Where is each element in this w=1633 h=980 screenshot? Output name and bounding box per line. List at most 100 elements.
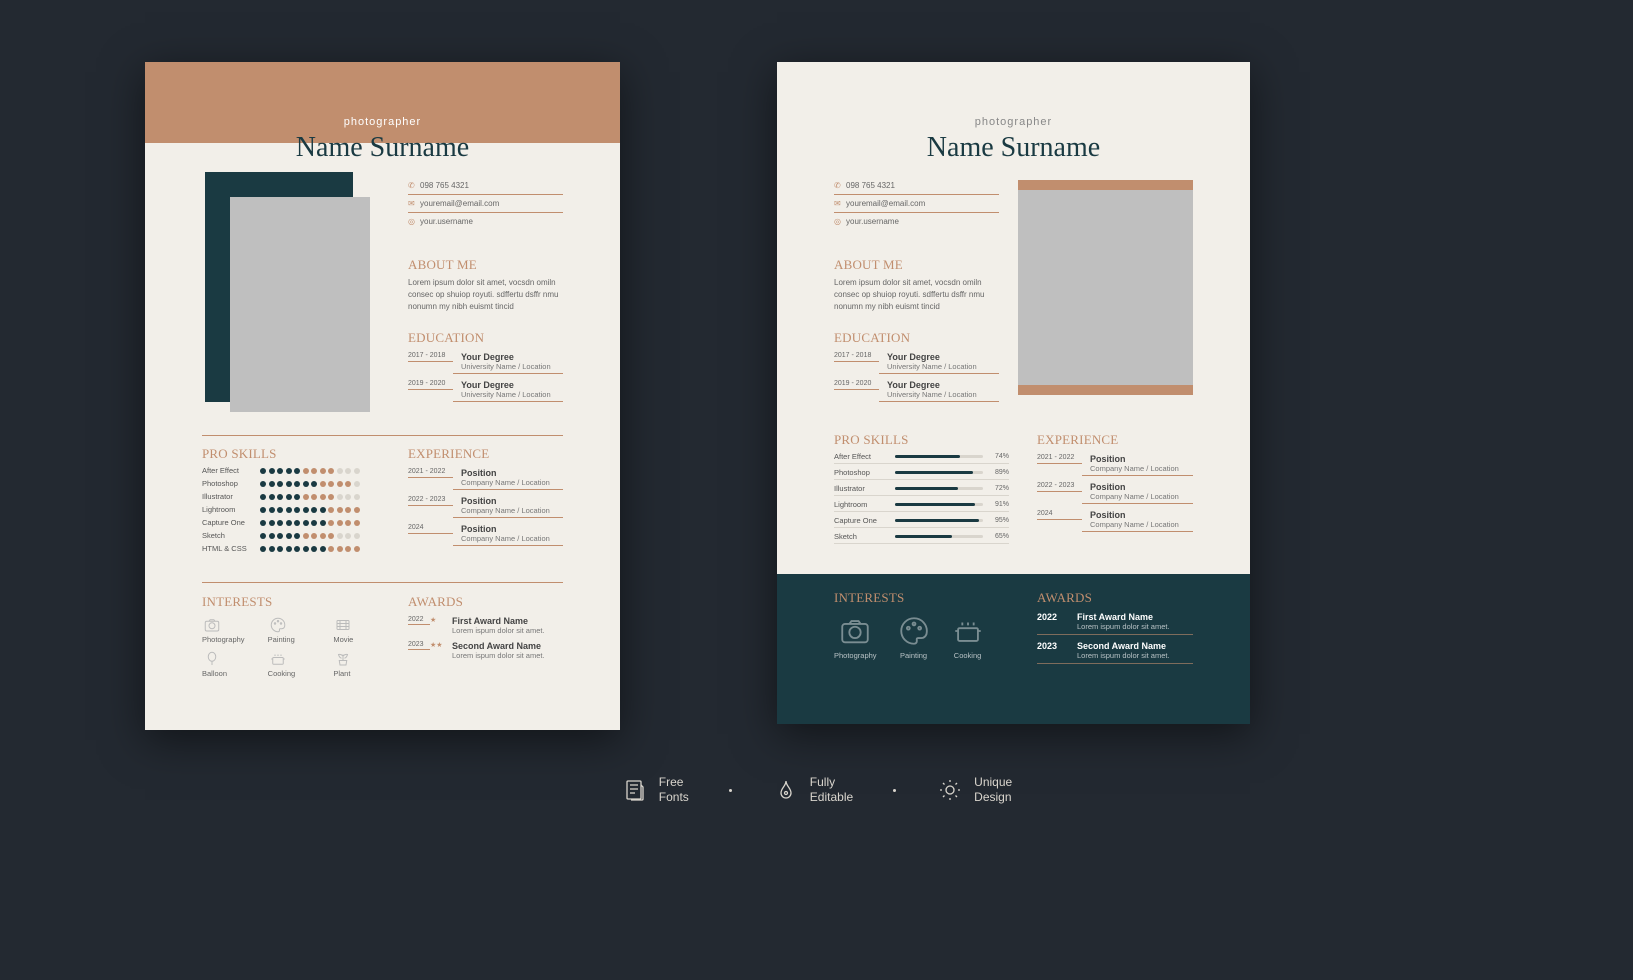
skill-dot (328, 546, 334, 552)
exp-title: Position (1090, 454, 1193, 464)
canvas: photographer Name Surname ✆ 098 765 4321… (0, 0, 1633, 980)
skill-dot (311, 546, 317, 552)
skill-row: After Effect (202, 466, 377, 475)
feature-line2: Design (974, 790, 1011, 804)
photo-placeholder (230, 197, 370, 412)
about-section-2: ABOUT ME Lorem ipsum dolor sit amet, voc… (834, 257, 999, 313)
skills-dots-section: PRO SKILLS After EffectPhotoshopIllustra… (202, 446, 377, 553)
skill-row: Lightroom (202, 505, 377, 514)
divider-2 (202, 582, 563, 583)
phone-row: ✆ 098 765 4321 (408, 177, 563, 195)
skill-dot (286, 494, 292, 500)
skill-dot (311, 468, 317, 474)
skill-dot (337, 533, 343, 539)
email-text: youremail@email.com (420, 199, 499, 208)
skill-dot (277, 481, 283, 487)
about-heading-2: ABOUT ME (834, 257, 999, 273)
edu-year: 2019 - 2020 (834, 380, 879, 390)
name-heading: Name Surname (145, 132, 620, 164)
skill-row: HTML & CSS (202, 544, 377, 553)
skill-dot (320, 507, 326, 513)
skill-dot (320, 546, 326, 552)
education-heading-2: EDUCATION (834, 330, 999, 346)
interest-label: Painting (897, 651, 931, 660)
bar-fill (895, 519, 979, 522)
resume-page-2: photographer Name Surname ✆ 098 765 4321… (777, 62, 1250, 724)
award-stars: ★★ (430, 641, 452, 649)
skill-row: Illustrator (202, 492, 377, 501)
skill-dot (277, 533, 283, 539)
instagram-icon: ◎ (834, 217, 846, 226)
exp-title: Position (461, 496, 563, 506)
experience-row: 2022 - 2023PositionCompany Name / Locati… (1037, 482, 1193, 504)
skill-dot (286, 546, 292, 552)
edu-year: 2017 - 2018 (834, 352, 879, 362)
interests-section-2: INTERESTS PhotographyPaintingCooking (834, 590, 1009, 660)
skills-dots-list: After Effect Photoshop Illustrator Lightroo… (202, 466, 377, 553)
skill-row: Photoshop (202, 479, 377, 488)
skill-dot (269, 468, 275, 474)
exp-body: PositionCompany Name / Location (1082, 510, 1193, 532)
skill-dot (354, 507, 360, 513)
interest-label: Photography (202, 635, 266, 644)
feature-line1: Unique (974, 775, 1012, 789)
award-row: 2022★First Award NameLorem ispum dolor s… (408, 616, 563, 635)
skill-dot (269, 481, 275, 487)
skill-dot (286, 507, 292, 513)
education-row: 2019 - 2020Your DegreeUniversity Name / … (408, 380, 563, 402)
feature-line2: Editable (810, 790, 853, 804)
experience-heading: EXPERIENCE (408, 446, 563, 462)
skill-dot (260, 481, 266, 487)
skill-dot (260, 494, 266, 500)
skill-dot (311, 481, 317, 487)
photo-top-bar (1018, 180, 1193, 190)
interest-label: Balloon (202, 669, 266, 678)
balloon-icon (202, 650, 222, 668)
doc-icon (621, 776, 649, 804)
skill-dot (294, 494, 300, 500)
pen-icon (772, 776, 800, 804)
interest-item: Painting (897, 614, 931, 660)
award-body: Second Award NameLorem ispum dolor sit a… (452, 641, 563, 660)
experience-list-1: 2021 - 2022PositionCompany Name / Locati… (408, 468, 563, 546)
skill-dot (337, 481, 343, 487)
contact-block-2: ✆ 098 765 4321 ✉ youremail@email.com ◎ y… (834, 177, 999, 230)
award-body: First Award NameLorem ispum dolor sit am… (1077, 612, 1170, 631)
edu-body: Your DegreeUniversity Name / Location (453, 380, 563, 402)
skill-dot (260, 533, 266, 539)
skill-bar-row: Lightroom91% (834, 500, 1009, 512)
skill-dot (328, 507, 334, 513)
feature-text: Unique Design (974, 775, 1012, 805)
interests-heading-2: INTERESTS (834, 590, 1009, 606)
education-section-2: EDUCATION 2017 - 2018 Your DegreeUniversi… (834, 330, 999, 402)
email-icon: ✉ (408, 199, 420, 208)
edu-degree: Your Degree (887, 352, 999, 362)
photo-bottom-bar (1018, 385, 1193, 395)
skill-dot (337, 507, 343, 513)
education-list-2: 2017 - 2018 Your DegreeUniversity Name / … (834, 352, 999, 402)
feature-text: Fully Editable (810, 775, 853, 805)
bar-pct: 89% (989, 469, 1009, 476)
skill-dot (311, 494, 317, 500)
palette-icon (268, 616, 288, 634)
subtitle-2: photographer (777, 116, 1250, 128)
experience-row: 2022 - 2023PositionCompany Name / Locati… (408, 496, 563, 518)
exp-body: PositionCompany Name / Location (1082, 482, 1193, 504)
skills-heading-2: PRO SKILLS (834, 432, 1009, 448)
skill-dot (294, 507, 300, 513)
experience-row: 2021 - 2022PositionCompany Name / Locati… (1037, 454, 1193, 476)
skill-dot (354, 494, 360, 500)
username-text-2: your.username (846, 217, 899, 226)
skill-name: Illustrator (202, 492, 260, 501)
education-list: 2017 - 2018Your DegreeUniversity Name / … (408, 352, 563, 402)
bullet-sep (729, 789, 732, 792)
exp-year: 2024 (1037, 510, 1082, 520)
skill-bar-row: After Effect74% (834, 452, 1009, 464)
edu-sub: University Name / Location (887, 362, 999, 371)
edu-sub: University Name / Location (461, 390, 563, 399)
interest-cell: Painting (268, 616, 332, 644)
award-sub: Lorem ispum dolor sit amet. (1077, 622, 1170, 631)
skill-dot (277, 468, 283, 474)
page2-footer: INTERESTS PhotographyPaintingCooking AWA… (777, 574, 1250, 724)
skill-dot (260, 520, 266, 526)
